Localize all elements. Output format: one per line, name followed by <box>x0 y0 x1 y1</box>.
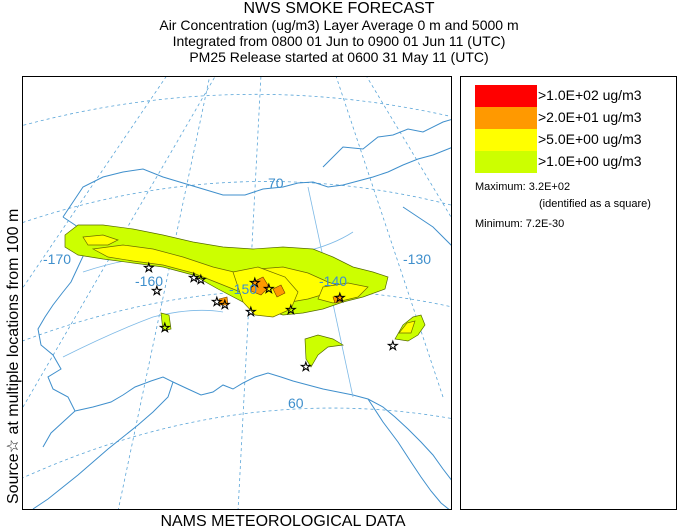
legend-panel: >1.0E+02 ug/m3 >2.0E+01 ug/m3 >5.0E+00 u… <box>460 76 677 510</box>
plume-yellow-4 <box>317 282 369 304</box>
legend-swatch-orange <box>475 107 537 129</box>
maximum-note: (identified as a square) <box>539 198 651 210</box>
source-star-icon: ☆ <box>263 282 275 297</box>
source-star-icon: ☆ <box>245 305 257 320</box>
source-side-label-container: Source☆ at multiple locations from 100 m <box>0 76 22 514</box>
coastline <box>32 119 451 509</box>
map-title-block: NWS SMOKE FORECAST Air Concentration (ug… <box>0 0 678 65</box>
southeast-panhandle <box>367 398 450 509</box>
source-star-icon: ☆ <box>219 298 231 313</box>
latitude-60 <box>23 407 451 479</box>
graticule-labels: 70 60 -170 -160 -150 -140 -130 <box>43 175 431 411</box>
plume-yellow-2 <box>232 266 299 318</box>
lon-label-160: -160 <box>135 273 163 289</box>
south-coast <box>172 372 451 481</box>
plume-yellow-5 <box>398 320 416 334</box>
legend-label: >2.0E+01 ug/m3 <box>538 109 642 125</box>
plume-green-4 <box>160 312 172 332</box>
canada-coast <box>402 206 451 246</box>
source-star-icon: ☆ <box>211 295 223 310</box>
meteorological-data-footer: NAMS METEOROLOGICAL DATA <box>160 513 406 530</box>
legend-item: >2.0E+01 ug/m3 <box>475 107 675 129</box>
meridian-130 <box>335 77 444 398</box>
maximum-value: Maximum: 3.2E+02 <box>475 181 571 193</box>
source-star-icon: ☆ <box>159 321 171 336</box>
lat-label-70: 70 <box>268 175 284 191</box>
plume-yellow-3 <box>82 234 119 246</box>
legend-label: >1.0E+02 ug/m3 <box>538 87 642 103</box>
latitude-70 <box>23 181 451 223</box>
hotspot-3 <box>332 294 344 304</box>
lon-label-170: -170 <box>43 251 71 267</box>
legend-swatch-green <box>475 151 537 173</box>
alaska-peninsula <box>32 376 174 509</box>
hotspot-4 <box>218 296 229 306</box>
legend-item: >1.0E+00 ug/m3 <box>475 151 675 173</box>
meridian-150 <box>237 77 262 509</box>
source-markers: ☆ ☆ ☆ ☆ ☆ ☆ ☆ ☆ ☆ ☆ ☆ ☆ ☆ ☆ <box>143 261 399 376</box>
latitude-75 <box>23 93 451 126</box>
arctic-islands <box>322 119 451 168</box>
meridian-170 <box>23 77 216 408</box>
source-star-icon: ☆ <box>143 261 155 276</box>
source-side-label: Source☆ at multiple locations from 100 m <box>5 208 22 504</box>
source-star-icon: ☆ <box>195 273 207 288</box>
release-info: PM25 Release started at 0600 31 May 11 (… <box>189 49 489 65</box>
source-star-icon: ☆ <box>151 284 163 299</box>
lon-label-130: -130 <box>403 251 431 267</box>
meridian-120 <box>366 77 451 218</box>
meridian-180 <box>23 77 167 289</box>
source-star-icon: ☆ <box>249 276 261 291</box>
minimum-value: Minimum: 7.2E-30 <box>475 218 565 230</box>
meridian-160 <box>118 77 210 509</box>
alaska-map: ☆ ☆ ☆ ☆ ☆ ☆ ☆ ☆ ☆ ☆ ☆ ☆ ☆ ☆ 70 60 -170 -… <box>23 77 451 509</box>
lon-label-150: -150 <box>229 281 257 297</box>
legend-item: >5.0E+00 ug/m3 <box>475 129 675 151</box>
north-coast <box>62 147 451 218</box>
concentration-subtitle: Air Concentration (ug/m3) Layer Average … <box>159 17 519 33</box>
map-title: NWS SMOKE FORECAST <box>243 0 435 17</box>
source-star-icon: ☆ <box>300 360 312 375</box>
map-panel: ☆ ☆ ☆ ☆ ☆ ☆ ☆ ☆ ☆ ☆ ☆ ☆ ☆ ☆ 70 60 -170 -… <box>22 76 452 510</box>
source-star-icon: ☆ <box>285 303 297 318</box>
legend-item: >1.0E+02 ug/m3 <box>475 85 675 107</box>
legend-label: >5.0E+00 ug/m3 <box>538 131 642 147</box>
source-star-icon: ☆ <box>188 271 200 286</box>
legend-swatch-red <box>475 85 537 107</box>
hotspot-2 <box>272 284 286 298</box>
plume-green-2 <box>304 334 345 368</box>
smoke-plume-hotspots <box>218 276 344 306</box>
integration-period: Integrated from 0800 01 Jun to 0900 01 J… <box>172 33 506 49</box>
legend-label: >1.0E+00 ug/m3 <box>538 153 642 169</box>
lon-label-140: -140 <box>319 273 347 289</box>
kuskokwim-river <box>62 309 224 358</box>
source-star-icon: ☆ <box>387 339 399 354</box>
lat-label-60: 60 <box>288 395 304 411</box>
hotspot-1 <box>250 276 270 296</box>
source-star-icon: ☆ <box>334 291 346 306</box>
legend-swatch-yellow <box>475 129 537 151</box>
